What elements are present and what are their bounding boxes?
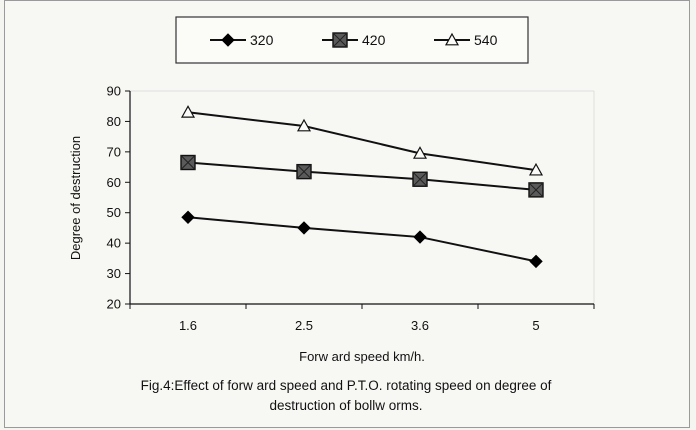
x-axis-title: Forw ard speed km/h. [299, 349, 425, 364]
series-320 [181, 210, 543, 269]
y-tick-label: 40 [107, 236, 121, 251]
y-tick-label: 50 [107, 205, 121, 220]
data-point-540 [180, 105, 196, 118]
y-tick-label: 20 [107, 297, 121, 312]
data-point-420-cross-b [296, 164, 312, 179]
data-point-420 [528, 182, 544, 198]
series-420 [180, 154, 544, 198]
x-tick-label: 1.6 [179, 318, 197, 333]
legend-marker-420-cross-b [332, 32, 348, 48]
legend: 320 420 540 [175, 16, 529, 64]
y-tick-label: 70 [107, 144, 121, 159]
data-point-540 [412, 146, 428, 159]
plot-area [129, 90, 595, 305]
data-point-540 [528, 162, 544, 176]
series-line-540 [187, 111, 537, 172]
data-point-320 [529, 254, 543, 269]
data-point-320 [297, 221, 311, 235]
y-axis-title: Degree of destruction [68, 136, 83, 260]
legend-label: 540 [474, 32, 498, 48]
y-tick-label: 90 [107, 84, 121, 99]
data-point-320 [413, 230, 427, 244]
legend-item-420: 420 [322, 32, 386, 48]
legend-item-320: 320 [210, 32, 274, 48]
y-tick-label: 30 [107, 266, 121, 281]
legend-marker-320 [221, 33, 235, 47]
data-point-420 [296, 163, 312, 180]
legend-item-540: 540 [434, 32, 498, 48]
legend-label: 420 [362, 32, 386, 48]
legend-marker-540 [444, 32, 460, 46]
figure-caption-line-1: Fig.4:Effect of forw ard speed and P.T.O… [140, 378, 552, 393]
y-tick-label: 60 [107, 175, 121, 190]
data-point-420-cross-b [412, 171, 428, 187]
series-line-320 [187, 216, 537, 263]
legend-label: 320 [250, 32, 274, 48]
data-point-420 [412, 171, 428, 187]
x-tick-label: 3.6 [411, 318, 429, 333]
series-540 [180, 105, 544, 176]
data-point-420-cross-b [180, 155, 196, 170]
data-point-540 [296, 118, 312, 132]
data-point-420 [180, 154, 196, 171]
figure-caption-line-2: destruction of bollw orms. [269, 398, 423, 413]
x-tick-label: 5 [532, 318, 539, 333]
x-tick-label: 2.5 [295, 318, 313, 333]
data-point-320 [181, 210, 195, 224]
legend-marker-420 [332, 32, 348, 48]
y-tick-label: 80 [107, 114, 121, 129]
data-point-420-cross-b [528, 182, 544, 198]
series-line-420 [187, 161, 537, 191]
